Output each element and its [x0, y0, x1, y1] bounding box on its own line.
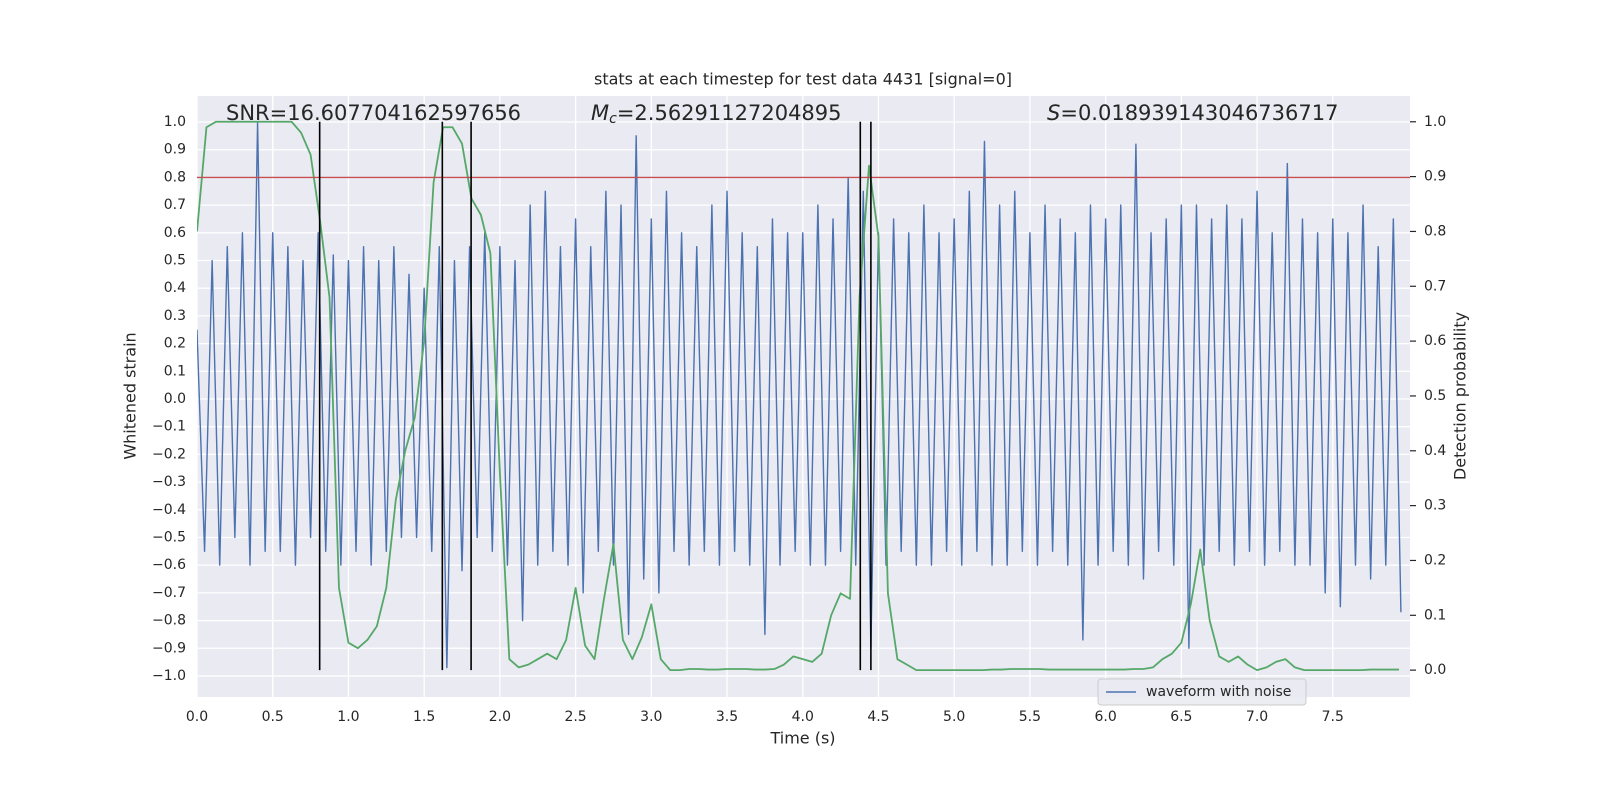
- x-tick-label: 3.0: [640, 709, 662, 725]
- y-tick-label: −0.8: [152, 613, 186, 629]
- y2-tick-label: 0.0: [1424, 662, 1446, 678]
- y-tick-label: 0.0: [164, 391, 186, 407]
- plot-area: [197, 96, 1410, 697]
- annotation: S=0.018939143046736717: [1047, 101, 1338, 125]
- y2-tick-label: 0.3: [1424, 498, 1446, 514]
- y-tick-label: 1.0: [164, 114, 186, 130]
- x-tick-label: 0.5: [262, 709, 284, 725]
- y-tick-label: −1.0: [152, 668, 186, 684]
- annotation-subscript: c: [609, 111, 617, 127]
- y-tick-label: 0.4: [164, 280, 186, 296]
- x-tick-label: 7.0: [1246, 709, 1268, 725]
- legend-box: [1097, 678, 1307, 706]
- y-tick-label: −0.2: [152, 446, 186, 462]
- y-tick-label: 0.2: [164, 336, 186, 352]
- x-tick-label: 5.0: [943, 709, 965, 725]
- y-tick-label: 0.9: [164, 142, 186, 158]
- annotation: Mc=2.56291127204895: [591, 101, 842, 127]
- x-tick-label: 6.5: [1170, 709, 1192, 725]
- y-tick-label: −0.1: [152, 419, 186, 435]
- y-axis-label: Whitened strain: [121, 332, 140, 459]
- y-tick-label: 0.1: [164, 363, 186, 379]
- x-tick-label: 1.5: [413, 709, 435, 725]
- y2-axis-label: Detection probability: [1451, 312, 1470, 480]
- y-tick-label: 0.7: [164, 197, 186, 213]
- annotation-value: =0.018939143046736717: [1060, 101, 1338, 125]
- series-line: [197, 120, 1400, 672]
- y2-tick-label: 0.4: [1424, 443, 1446, 459]
- y-tick-label: 0.6: [164, 225, 186, 241]
- annotation-value: =2.56291127204895: [617, 101, 842, 125]
- y-tick-label: −0.9: [152, 640, 186, 656]
- annotation: SNR=16.607704162597656: [226, 101, 521, 125]
- x-tick-label: 1.0: [337, 709, 359, 725]
- legend-label: waveform with noise: [1146, 684, 1291, 700]
- y-tick-label: 0.8: [164, 169, 186, 185]
- y-tick-label: −0.5: [152, 529, 186, 545]
- series-line: [197, 121, 1402, 669]
- y-tick-label: −0.3: [152, 474, 186, 490]
- chart-title: stats at each timestep for test data 443…: [594, 70, 1012, 89]
- annotation-value: =16.607704162597656: [270, 101, 521, 125]
- x-axis-label: Time (s): [769, 729, 835, 748]
- y-tick-label: 0.5: [164, 253, 186, 269]
- y2-tick-label: 0.2: [1424, 552, 1446, 568]
- x-tick-label: 2.0: [489, 709, 511, 725]
- x-tick-label: 3.5: [716, 709, 738, 725]
- x-tick-label: 0.0: [186, 709, 208, 725]
- y-tick-label: −0.6: [152, 557, 186, 573]
- y2-tick-label: 0.1: [1424, 607, 1446, 623]
- x-tick-label: 5.5: [1019, 709, 1041, 725]
- x-tick-label: 2.5: [564, 709, 586, 725]
- y-tick-label: −0.4: [152, 502, 186, 518]
- y2-tick-label: 0.6: [1424, 333, 1446, 349]
- x-tick-label: 6.0: [1094, 709, 1116, 725]
- y2-tick-label: 0.8: [1424, 223, 1446, 239]
- plot-marks: [197, 120, 1410, 672]
- y-tick-label: 0.3: [164, 308, 186, 324]
- y-tick-label: −0.7: [152, 585, 186, 601]
- x-tick-label: 7.5: [1322, 709, 1344, 725]
- annotation-symbol: S: [1047, 101, 1060, 125]
- annotation-symbol: M: [591, 101, 609, 125]
- y2-tick-label: 0.5: [1424, 388, 1446, 404]
- x-tick-label: 4.0: [792, 709, 814, 725]
- annotation-symbol: SNR: [226, 101, 270, 125]
- x-tick-label: 4.5: [867, 709, 889, 725]
- y2-tick-label: 1.0: [1424, 114, 1446, 130]
- y2-tick-label: 0.9: [1424, 169, 1446, 185]
- y2-tick-label: 0.7: [1424, 278, 1446, 294]
